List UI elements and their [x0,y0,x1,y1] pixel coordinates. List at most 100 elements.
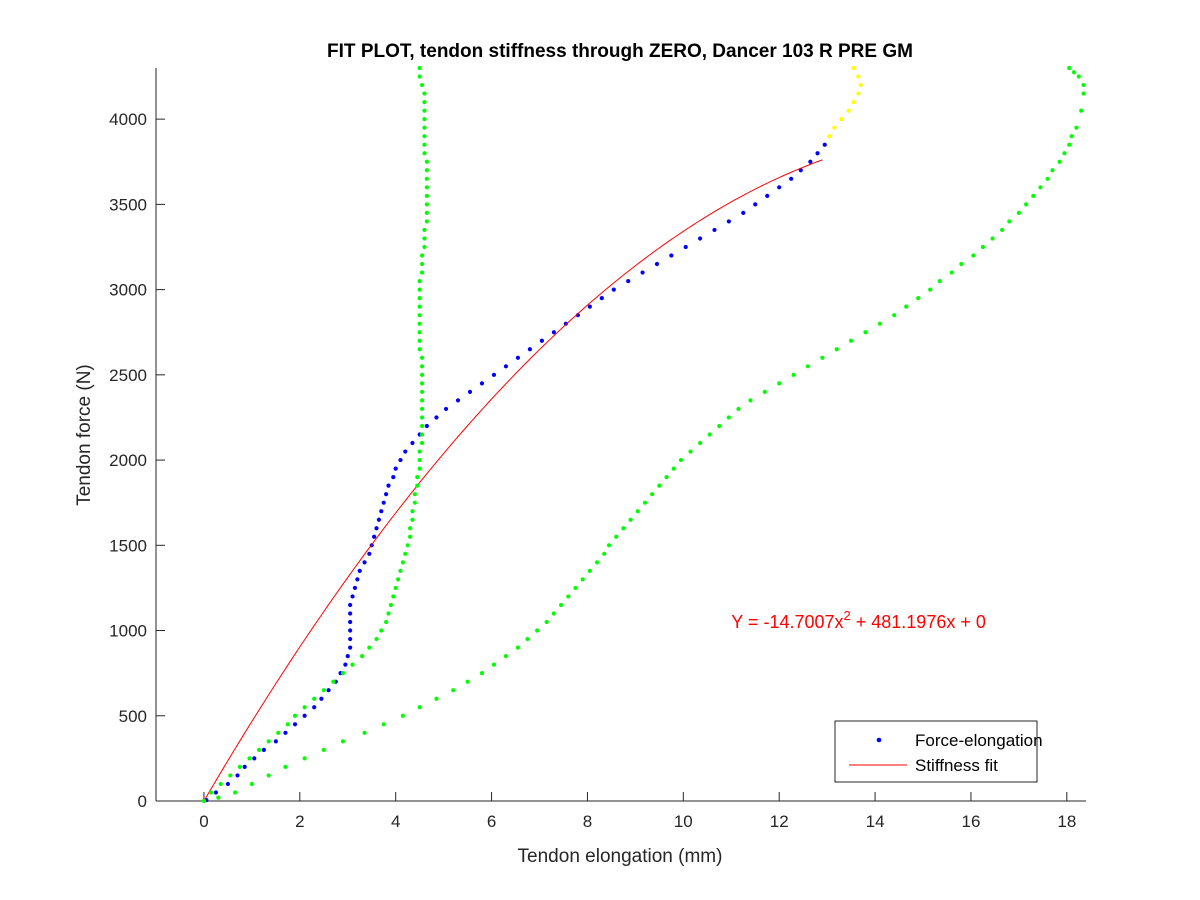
x-tick-label: 12 [770,812,789,831]
data-point [1069,134,1074,139]
data-point [822,142,827,147]
equation-annotation: Y = -14.7007x2 + 481.1976x + 0 [731,608,986,632]
data-point [379,509,384,514]
data-point [697,236,703,241]
equation-text: Y = -14.7007x2 + 481.1976x + 0 [731,608,986,632]
data-point [762,389,767,394]
data-point [381,500,386,505]
data-point [417,347,422,352]
data-point [384,492,389,497]
data-point [417,466,422,471]
data-point [417,338,422,343]
data-point [386,483,391,488]
data-point [417,330,422,335]
data-point [424,168,429,173]
data-point [424,193,429,198]
data-point [367,551,372,556]
legend-entry: Stiffness fit [915,756,998,775]
data-point [635,509,640,514]
data-point [417,304,422,309]
data-point [467,389,473,394]
data-point [302,756,307,761]
data-point [1023,202,1029,207]
data-point [777,185,782,190]
data-point [417,74,422,79]
data-point [216,795,221,800]
data-point [419,415,425,420]
data-point [1007,219,1012,224]
data-point [422,236,427,241]
data-point [491,662,497,667]
y-axis-label: Tendon force (N) [74,364,95,506]
data-point [959,261,964,267]
data-point [434,696,439,701]
data-point [424,219,429,224]
legend-box [834,720,1038,783]
data-point [417,321,422,326]
data-point [419,82,425,88]
data-point [846,108,851,113]
data-point [417,705,422,710]
data-point [971,253,976,258]
data-point [340,671,346,676]
data-point [798,168,803,173]
data-point [777,381,782,386]
y-tick-label: 500 [119,707,147,726]
y-tick-label: 4000 [109,110,147,129]
data-point [654,261,660,267]
data-point [491,372,497,377]
data-point [422,142,427,147]
data-point [669,253,674,258]
data-point [398,457,403,463]
data-point [410,509,415,514]
legend: Force-elongation Stiffness fit [834,720,1043,783]
data-point [980,244,986,250]
data-point [602,551,607,556]
data-point [348,602,353,608]
data-point [563,321,568,326]
data-point [355,577,360,582]
data-point [415,483,420,488]
data-point [455,398,461,403]
data-point [851,65,856,71]
data-point [451,688,456,693]
data-point [350,594,355,599]
data-point [422,151,427,156]
data-point [1038,185,1043,190]
data-point [671,466,676,471]
data-point [419,398,425,403]
data-point [479,671,485,676]
data-point [849,338,854,343]
data-point [379,628,384,633]
data-point [599,296,604,301]
data-point [302,713,307,718]
series-0-points [204,142,827,803]
data-point [424,159,429,164]
data-point [266,739,271,744]
data-point [261,747,266,752]
data-point [417,287,422,292]
data-point [393,585,398,591]
data-point [292,722,298,727]
data-point [276,730,281,735]
data-point [256,747,262,752]
data-point [1016,210,1021,215]
data-point [424,210,429,215]
data-point [465,679,470,684]
data-point [916,296,921,301]
data-point [539,338,545,343]
data-point [374,636,379,642]
data-point [386,611,391,616]
data-point [273,739,278,744]
data-point [283,764,288,770]
data-point [791,372,796,377]
data-point [741,210,746,215]
data-point [419,270,425,275]
data-point [228,773,233,778]
legend-marker [876,737,882,743]
data-point [839,117,844,122]
data-point [419,261,425,267]
data-point [688,449,693,454]
data-point [1071,70,1077,75]
